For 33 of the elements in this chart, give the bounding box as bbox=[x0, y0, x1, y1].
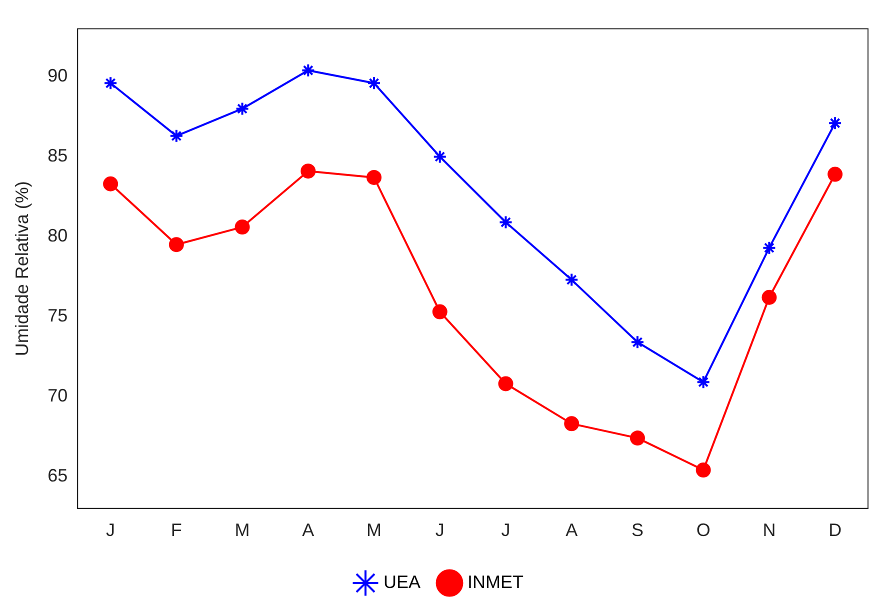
point bbox=[103, 176, 118, 192]
x-tick-label: A bbox=[566, 520, 578, 540]
x-tick-label: A bbox=[302, 520, 314, 540]
x-tick-label: J bbox=[501, 520, 510, 540]
point bbox=[696, 462, 711, 478]
y-tick-label: 75 bbox=[48, 306, 68, 326]
point bbox=[234, 220, 250, 235]
point bbox=[366, 170, 382, 185]
x-tick-label: J bbox=[106, 520, 116, 540]
x-tick-label: O bbox=[696, 520, 710, 540]
y-tick-label: 70 bbox=[48, 385, 68, 406]
x-tick-label: N bbox=[762, 520, 776, 540]
point bbox=[300, 164, 316, 179]
legend-label: INMET bbox=[468, 572, 524, 592]
point bbox=[762, 290, 777, 305]
y-axis-title: Umidade Relativa (%) bbox=[12, 181, 32, 356]
y-tick-label: 85 bbox=[48, 146, 68, 166]
point bbox=[828, 166, 843, 182]
legend-label: UEA bbox=[383, 572, 421, 592]
point bbox=[564, 416, 580, 432]
x-tick-label: M bbox=[366, 520, 382, 540]
point bbox=[432, 304, 448, 320]
x-tick-label: J bbox=[435, 520, 444, 540]
y-tick-label: 80 bbox=[48, 226, 68, 246]
x-tick-label: M bbox=[234, 520, 250, 540]
x-tick-label: D bbox=[828, 520, 842, 540]
y-tick-label: 90 bbox=[48, 66, 68, 86]
x-tick-label: F bbox=[170, 520, 182, 540]
x-tick-label: S bbox=[631, 520, 644, 540]
point bbox=[498, 376, 514, 392]
y-tick-label: 65 bbox=[48, 465, 68, 486]
point bbox=[630, 430, 645, 446]
point bbox=[168, 237, 184, 252]
